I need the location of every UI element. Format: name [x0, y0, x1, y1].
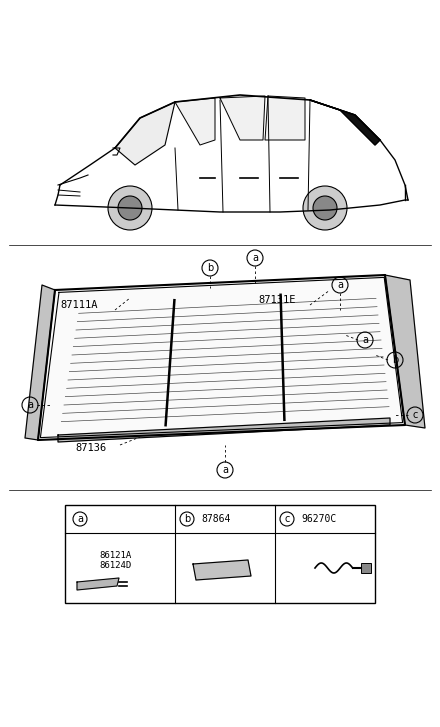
Polygon shape [38, 275, 405, 440]
Polygon shape [310, 100, 380, 145]
Text: 87131E: 87131E [258, 295, 296, 305]
Text: b: b [392, 355, 398, 365]
Text: a: a [222, 465, 228, 475]
Circle shape [118, 196, 142, 220]
Circle shape [313, 196, 337, 220]
Text: b: b [207, 263, 213, 273]
Text: a: a [27, 400, 33, 410]
Text: 86124D: 86124D [99, 561, 131, 571]
Text: 87136: 87136 [75, 443, 106, 453]
Text: a: a [362, 335, 368, 345]
Text: a: a [252, 253, 258, 263]
Polygon shape [175, 98, 215, 145]
Text: a: a [337, 280, 343, 290]
Circle shape [303, 186, 347, 230]
Text: c: c [412, 410, 418, 420]
Polygon shape [193, 560, 251, 580]
Text: b: b [184, 514, 190, 524]
Text: a: a [77, 514, 83, 524]
FancyBboxPatch shape [361, 563, 370, 573]
Polygon shape [220, 96, 265, 140]
Text: 86121A: 86121A [99, 552, 131, 561]
Polygon shape [25, 285, 55, 440]
Text: 87111A: 87111A [60, 300, 98, 310]
Polygon shape [77, 578, 119, 590]
Circle shape [108, 186, 152, 230]
Polygon shape [115, 102, 175, 165]
Text: 96270C: 96270C [301, 514, 336, 524]
Polygon shape [58, 418, 390, 442]
Text: c: c [284, 514, 290, 524]
Polygon shape [385, 275, 425, 428]
Polygon shape [265, 96, 305, 140]
Text: 87864: 87864 [201, 514, 231, 524]
